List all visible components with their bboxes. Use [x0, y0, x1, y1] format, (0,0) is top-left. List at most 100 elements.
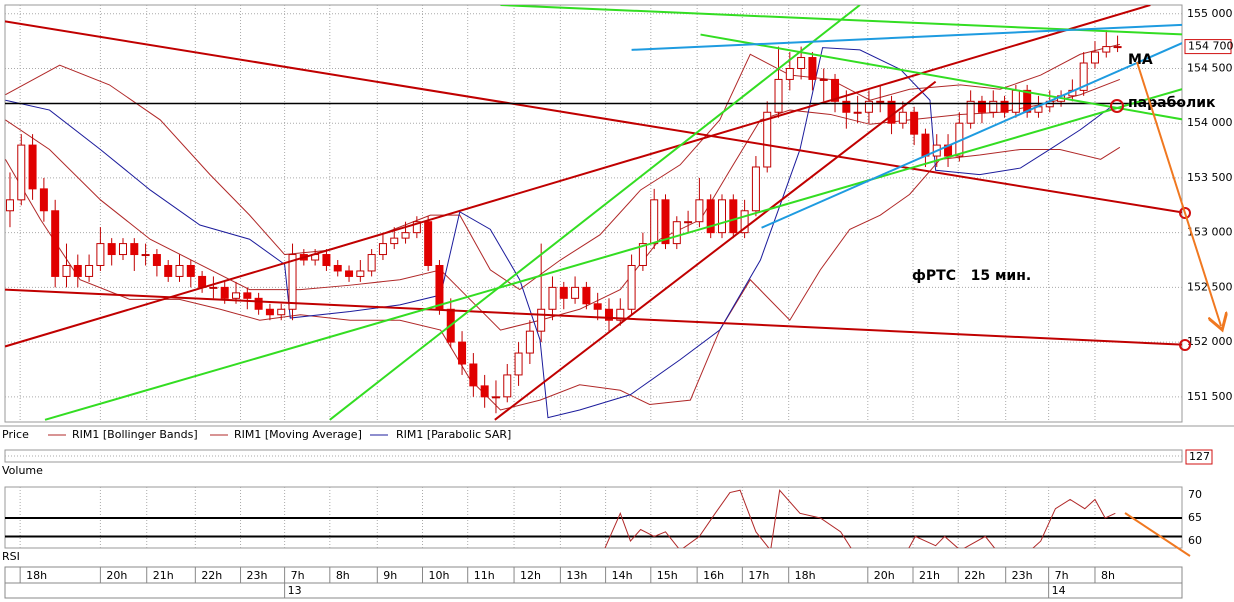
candle-body — [571, 286, 580, 299]
y-tick-label: 154 000 — [1187, 116, 1233, 129]
candle-body — [661, 199, 670, 245]
candle-body — [345, 270, 354, 277]
x-tick-label: 15h — [657, 569, 678, 582]
y-tick-label: 65 — [1188, 511, 1202, 524]
indicator-line — [5, 47, 1110, 419]
annotation: MA — [1128, 52, 1153, 68]
forecast-arrow — [1136, 61, 1221, 326]
legend-label: RIM1 [Parabolic SAR] — [396, 428, 511, 441]
rsi-line — [604, 489, 1116, 548]
candle-body — [152, 254, 161, 266]
y-tick-label: 153 000 — [1187, 226, 1233, 239]
x-tick-label: 22h — [964, 569, 985, 582]
candle-body — [1079, 62, 1088, 91]
x-tick-label: 16h — [703, 569, 724, 582]
candle-body — [808, 57, 817, 80]
candle-body — [175, 264, 184, 277]
x-tick-label: 18h — [795, 569, 816, 582]
candle-body — [638, 243, 647, 266]
y-tick-label: 70 — [1188, 488, 1202, 501]
x-tick-label: 20h — [874, 569, 895, 582]
candle-body — [458, 341, 467, 365]
candle-body — [1000, 100, 1009, 113]
candle-body — [797, 57, 806, 69]
x-tick-label: 22h — [201, 569, 222, 582]
y-tick-label: 152 000 — [1187, 335, 1233, 348]
x-tick-label: 8h — [336, 569, 350, 582]
candle-body — [989, 100, 998, 113]
candle-body — [910, 111, 919, 135]
y-tick-label: 153 500 — [1187, 171, 1233, 184]
candle-body — [831, 78, 840, 102]
trend-line — [329, 5, 861, 421]
candle-body — [695, 199, 704, 223]
candle-body — [774, 78, 783, 113]
candle-body — [785, 67, 794, 80]
candle-body — [1023, 89, 1032, 113]
candle-body — [740, 210, 749, 234]
candle-body — [424, 221, 433, 266]
y-tick-label: 60 — [1188, 534, 1202, 547]
candle-body — [322, 254, 331, 266]
trend-line — [700, 33, 1182, 121]
candle-body — [118, 243, 127, 256]
y-tick-label: 155 000 — [1187, 7, 1233, 20]
legend-label: RIM1 [Moving Average] — [234, 428, 362, 441]
candle-body — [96, 243, 105, 266]
candle-body — [706, 199, 715, 234]
candle-body — [469, 363, 478, 387]
candle-body — [819, 78, 828, 81]
candle-body — [1102, 46, 1111, 53]
candle-body — [333, 264, 342, 272]
marker-circle — [1110, 99, 1124, 113]
x-tick-label: 7h — [291, 569, 305, 582]
candle-body — [650, 199, 659, 245]
trend-line — [5, 5, 1151, 348]
candle-body — [525, 330, 534, 354]
y-tick-label: 152 500 — [1187, 280, 1233, 293]
panel-label: RSI — [2, 550, 20, 563]
candle-body — [62, 264, 71, 277]
candle-body — [593, 303, 602, 310]
candle-body — [164, 264, 173, 277]
candle-body — [220, 286, 229, 299]
candle-body — [616, 308, 625, 321]
candle-body — [265, 308, 274, 316]
candle-body — [401, 232, 410, 239]
candle-body — [718, 199, 727, 234]
candle-body — [1113, 46, 1122, 49]
candle-body — [85, 264, 94, 277]
indicator-line — [5, 78, 1121, 331]
candle-body — [559, 286, 568, 299]
candle-body — [503, 374, 512, 398]
panel-label: Volume — [2, 464, 43, 477]
candle-body — [751, 166, 760, 212]
candle-body — [51, 210, 60, 277]
annotation: параболик — [1128, 95, 1216, 111]
candle-body — [729, 199, 738, 234]
candle-body — [898, 111, 907, 124]
candle-body — [390, 237, 399, 245]
candle-body — [435, 264, 444, 310]
candle-body — [604, 308, 613, 321]
last-price-label: 154 700 — [1188, 40, 1234, 53]
candle-body — [243, 292, 252, 299]
candle-body — [288, 254, 297, 310]
candle-body — [107, 243, 116, 256]
candle-body — [130, 243, 139, 256]
candle-body — [356, 270, 365, 277]
candle-body — [39, 188, 48, 212]
candle-body — [977, 100, 986, 113]
last-price-box — [1184, 39, 1232, 55]
candle-body — [367, 254, 376, 272]
x-tick-label: 8h — [1101, 569, 1115, 582]
candle-body — [17, 144, 26, 201]
volume-value-box — [1185, 449, 1213, 465]
candle-body — [582, 286, 591, 305]
legend-label: RIM1 [Bollinger Bands] — [72, 428, 198, 441]
candle-body — [853, 111, 862, 114]
x-tick-label: 21h — [919, 569, 940, 582]
candle-body — [966, 100, 975, 124]
x-tick-label: 23h — [247, 569, 268, 582]
